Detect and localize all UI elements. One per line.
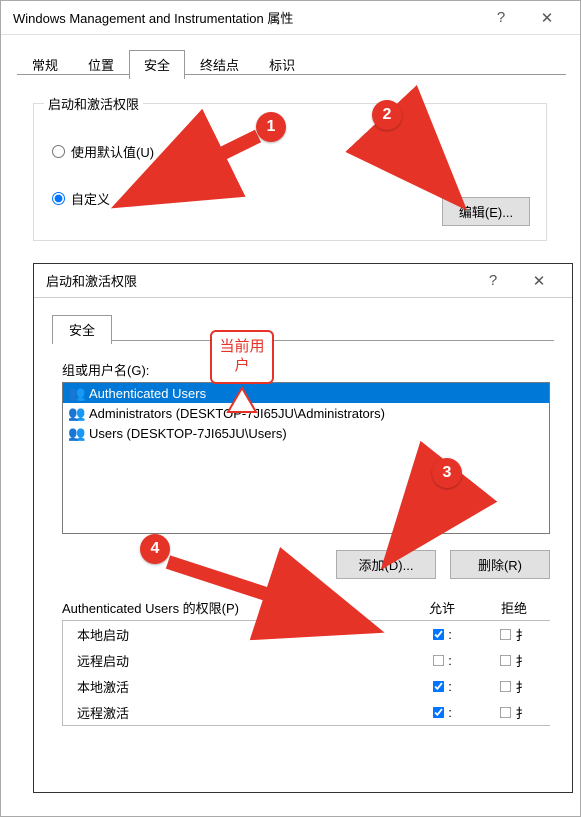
permission-label: 远程激活 (77, 703, 406, 722)
permissions-col-allow: 允许 (406, 598, 478, 617)
checkbox-deny-local-launch[interactable] (500, 628, 511, 639)
radio-custom-input[interactable] (52, 192, 65, 205)
checkbox-allow-local-activate[interactable] (433, 680, 444, 691)
list-item-label: Users (DESKTOP-7JI65JU\Users) (89, 426, 287, 441)
permission-label: 本地激活 (77, 677, 406, 696)
permission-row-remote-launch: 远程启动 : 扌 (63, 647, 550, 673)
tab-security-inner[interactable]: 安全 (52, 315, 112, 344)
permissions-header-label: Authenticated Users 的权限(P) (62, 598, 239, 617)
permissions-col-deny: 拒绝 (478, 598, 550, 617)
list-item-label: Authenticated Users (89, 386, 206, 401)
tabs-inner: 安全 (52, 314, 572, 343)
radio-use-default-label: 使用默认值(U) (71, 142, 154, 161)
edit-button[interactable]: 编辑(E)... (442, 197, 530, 226)
tab-underline-inner (52, 340, 554, 341)
checkbox-allow-local-launch[interactable] (433, 628, 444, 639)
permissions-dialog: 启动和激活权限 ? ✕ 安全 组或用户名(G): 👥 Authenticated… (33, 263, 573, 793)
titlebar-inner-title: 启动和激活权限 (46, 271, 470, 290)
tab-underline-outer (17, 74, 566, 75)
radio-use-default-input[interactable] (52, 145, 65, 158)
tab-security[interactable]: 安全 (129, 50, 185, 79)
checkbox-allow-remote-launch[interactable] (433, 654, 444, 665)
checkbox-deny-local-activate[interactable] (500, 680, 511, 691)
add-button[interactable]: 添加(D)... (336, 550, 436, 579)
users-icon: 👥 (67, 405, 87, 421)
permission-label: 本地启动 (77, 625, 406, 644)
list-item-administrators[interactable]: 👥 Administrators (DESKTOP-7JI65JU\Admini… (63, 403, 549, 423)
properties-dialog: Windows Management and Instrumentation 属… (0, 0, 581, 817)
titlebar-title: Windows Management and Instrumentation 属… (13, 8, 478, 27)
permission-row-local-activate: 本地激活 : 扌 (63, 673, 550, 699)
permission-label: 远程启动 (77, 651, 406, 670)
help-button[interactable]: ? (478, 2, 524, 34)
list-item-users[interactable]: 👥 Users (DESKTOP-7JI65JU\Users) (63, 423, 549, 443)
permission-row-remote-activate: 远程激活 : 扌 (63, 699, 550, 725)
close-button[interactable]: ✕ (524, 2, 570, 34)
listbox-users[interactable]: 👥 Authenticated Users 👥 Administrators (… (62, 382, 550, 534)
radio-custom-label: 自定义 (71, 189, 110, 208)
permissions-list: 本地启动 : 扌 远程启动 : 扌 本地激活 : 扌 远程激活 : 扌 (62, 620, 550, 726)
close-button-inner[interactable]: ✕ (516, 265, 562, 297)
titlebar-outer: Windows Management and Instrumentation 属… (1, 1, 580, 35)
label-groups-users: 组或用户名(G): (62, 360, 149, 379)
users-icon: 👥 (67, 425, 87, 441)
permission-row-local-launch: 本地启动 : 扌 (63, 621, 550, 647)
users-icon: 👥 (67, 385, 87, 401)
list-item-label: Administrators (DESKTOP-7JI65JU\Administ… (89, 406, 385, 421)
permissions-header: Authenticated Users 的权限(P) 允许 拒绝 (62, 598, 550, 617)
list-item-authenticated-users[interactable]: 👥 Authenticated Users (63, 383, 549, 403)
checkbox-deny-remote-activate[interactable] (500, 706, 511, 717)
groupbox-legend: 启动和激活权限 (44, 94, 143, 113)
help-button-inner[interactable]: ? (470, 265, 516, 297)
groupbox-launch-activation: 启动和激活权限 使用默认值(U) 自定义 编辑(E)... (33, 103, 547, 241)
remove-button[interactable]: 删除(R) (450, 550, 550, 579)
checkbox-deny-remote-launch[interactable] (500, 654, 511, 665)
titlebar-inner: 启动和激活权限 ? ✕ (34, 264, 572, 298)
radio-use-default[interactable]: 使用默认值(U) (52, 142, 546, 161)
checkbox-allow-remote-activate[interactable] (433, 706, 444, 717)
